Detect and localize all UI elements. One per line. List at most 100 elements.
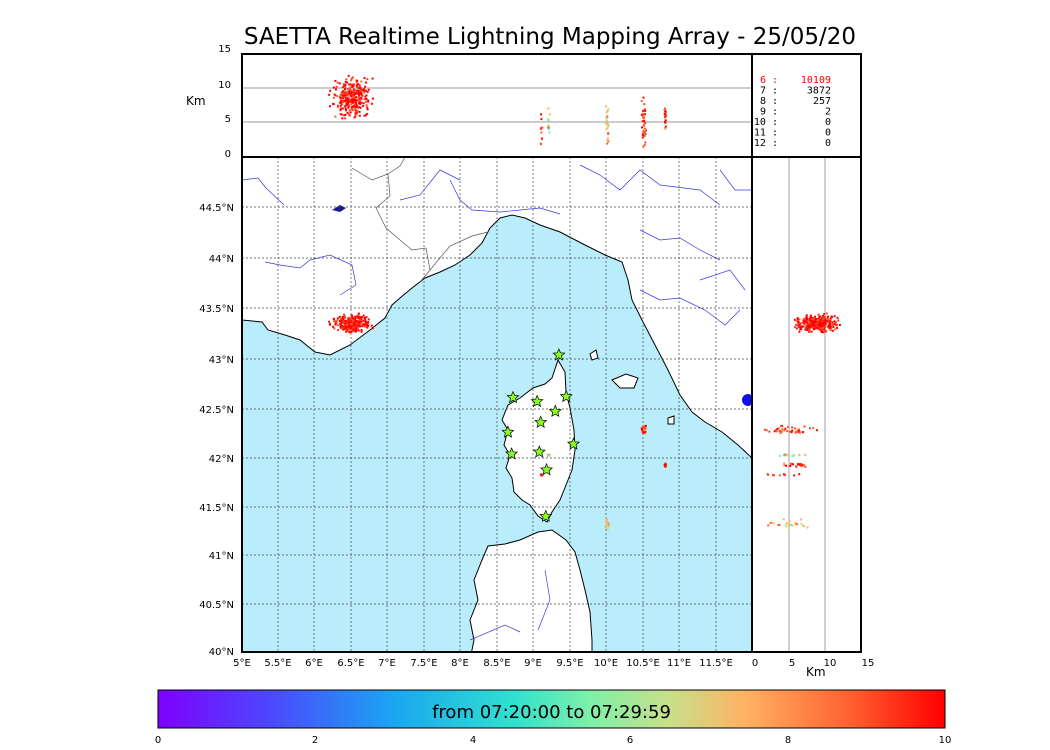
lightning-source-altitude [351, 100, 354, 103]
lightning-source-altitude [342, 83, 345, 86]
lightning-source-side [805, 328, 808, 331]
lightning-source-side [801, 463, 804, 466]
lightning-source-altitude [606, 126, 609, 129]
lightning-source-side [803, 525, 806, 528]
lightning-source-altitude [344, 84, 347, 87]
lightning-source-altitude [347, 104, 350, 107]
lightning-source-side [823, 323, 826, 326]
lightning-source-side [791, 454, 794, 457]
lightning-source-altitude [350, 77, 353, 80]
lightning-source-altitude [347, 106, 350, 109]
station-star-icon [505, 447, 519, 460]
lightning-source-altitude [643, 114, 646, 117]
lightning-source [361, 325, 364, 328]
lightning-source-altitude [352, 99, 355, 102]
lightning-source-altitude [343, 114, 346, 117]
lightning-source-side [834, 328, 837, 331]
lightning-source-side [813, 324, 816, 327]
lightning-source-side [796, 430, 799, 433]
lightning-source-side [796, 429, 799, 432]
lightning-source-side [823, 321, 826, 324]
lightning-source [332, 320, 335, 323]
lightning-source-side [788, 430, 791, 433]
lightning-source-side [793, 326, 796, 329]
lat-tick: 44°N [209, 254, 234, 265]
lightning-source-altitude [642, 123, 645, 126]
lightning-source-altitude [347, 101, 350, 104]
lightning-source-altitude [355, 92, 358, 95]
lightning-source-altitude [344, 117, 347, 120]
lightning-source-altitude [338, 82, 341, 85]
lightning-source [336, 324, 339, 327]
lightning-source-side [804, 465, 807, 468]
lightning-source [350, 331, 353, 334]
lightning-source-side [796, 317, 799, 320]
lightning-source-altitude [348, 114, 351, 117]
lightning-source-altitude [356, 110, 359, 113]
lightning-source-altitude [663, 116, 666, 119]
lightning-source-side [806, 318, 809, 321]
lightning-source-side [812, 427, 815, 430]
lightning-source-side [769, 522, 772, 525]
lightning-source [342, 328, 345, 331]
lightning-source-altitude [642, 132, 645, 135]
altitude-longitude-panel: 0 5 10 15 Km [186, 44, 753, 160]
lightning-source [350, 323, 353, 326]
side-tick: 15 [862, 658, 875, 669]
lightning-source-side [791, 429, 794, 432]
lightning-source-altitude [367, 99, 370, 102]
lightning-source-altitude [344, 113, 347, 116]
lightning-source-altitude [548, 113, 551, 116]
lightning-source-altitude [358, 114, 361, 117]
lightning-source-side [780, 430, 783, 433]
lightning-source-side [832, 325, 835, 328]
lightning-source-altitude [354, 115, 357, 118]
lightning-source [346, 325, 349, 328]
lightning-source [353, 318, 356, 321]
lightning-source-side [821, 317, 824, 320]
lightning-source-side [798, 431, 801, 434]
lightning-source-side [823, 319, 826, 322]
lightning-source-altitude [358, 96, 361, 99]
lightning-source-altitude [606, 111, 609, 114]
lightning-source-side [823, 313, 826, 316]
lightning-source-side [805, 324, 808, 327]
lightning-source-side [835, 323, 838, 326]
lightning-source-altitude [644, 133, 647, 136]
lightning-source-side [794, 323, 797, 326]
map-panel: 40°N 40.5°N 41°N 41.5°N 42°N 42.5°N 43°N… [199, 156, 753, 669]
lightning-source [338, 319, 341, 322]
lightning-source-altitude [342, 101, 345, 104]
lightning-source [355, 328, 358, 331]
lightning-source-altitude [360, 96, 363, 99]
lightning-source-side [820, 326, 823, 329]
lightning-source-side [802, 325, 805, 328]
side-axis-label: Km [806, 665, 826, 679]
lightning-source [367, 321, 370, 324]
lightning-source-side [779, 454, 782, 457]
lightning-source-side [825, 330, 828, 333]
lightning-source-side [800, 518, 803, 521]
lightning-sources-side [764, 312, 841, 531]
colorbar: 0 2 4 6 8 10 [155, 689, 951, 746]
lightning-source-side [808, 326, 811, 329]
lightning-source-side [837, 319, 840, 322]
lightning-source-side [790, 462, 793, 465]
lightning-source [357, 329, 360, 332]
lightning-source-side [804, 319, 807, 322]
lightning-source-side [791, 426, 794, 429]
alt-tick: 0 [225, 149, 231, 160]
lightning-source-side [822, 316, 825, 319]
lightning-source-side [831, 324, 834, 327]
lightning-source-altitude [642, 96, 645, 99]
lon-tick: 9.5°E [556, 658, 583, 669]
lightning-source-side [833, 320, 836, 323]
lightning-source-side [768, 430, 771, 433]
lightning-source-side [807, 330, 810, 333]
lightning-source-altitude [344, 100, 347, 103]
lightning-source-altitude [332, 103, 335, 106]
lightning-source-altitude [640, 113, 643, 116]
lightning-source [360, 316, 363, 319]
lightning-source-altitude [547, 126, 550, 129]
colorbar-tick: 8 [785, 735, 791, 746]
